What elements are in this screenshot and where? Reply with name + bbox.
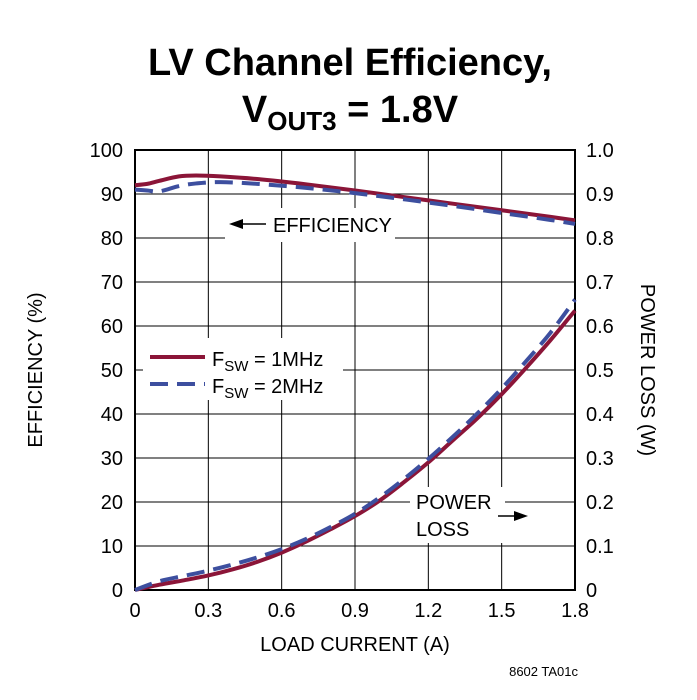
legend-2-sub: SW — [224, 385, 249, 402]
legend-1-main: F — [212, 349, 224, 371]
x-tick-label: 0.3 — [194, 600, 222, 622]
series-group — [134, 173, 577, 592]
y-left-tick-label: 20 — [101, 492, 123, 514]
chart-title-line1: LV Channel Efficiency, — [148, 42, 552, 84]
legend-2-rest: = 2MHz — [248, 376, 323, 398]
chart-title-line2: VOUT3 = 1.8V — [242, 89, 459, 136]
y-right-tick-label: 0.9 — [586, 184, 614, 206]
legend-bg — [143, 338, 343, 400]
y-right-tick-label: 0.2 — [586, 492, 614, 514]
y-left-tick-label: 30 — [101, 448, 123, 470]
y-left-axis-title: EFFICIENCY (%) — [25, 292, 47, 447]
y-left-tick-label: 90 — [101, 184, 123, 206]
power-loss-label-1: POWER — [416, 492, 492, 514]
title-v: V — [242, 89, 268, 131]
y-left-tick-label: 80 — [101, 228, 123, 250]
series-line-efficiency-1mhz — [134, 173, 576, 223]
power-loss-arrow-head — [514, 511, 528, 521]
x-axis-ticks: 0 0.3 0.6 0.9 1.2 1.5 1.8 — [129, 600, 588, 622]
legend-2-main: F — [212, 376, 224, 398]
x-axis-title: LOAD CURRENT (A) — [260, 634, 450, 656]
legend-1-rest: = 1MHz — [248, 349, 323, 371]
y-left-axis-ticks: 0 10 20 30 40 50 60 70 80 90 100 — [90, 140, 123, 602]
plot-frame — [134, 149, 576, 591]
efficiency-annotation: EFFICIENCY — [225, 208, 395, 242]
y-right-tick-label: 0 — [586, 580, 597, 602]
title-rest: = 1.8V — [337, 89, 459, 131]
efficiency-annotation-label: EFFICIENCY — [273, 215, 392, 237]
efficiency-annotation-bg — [225, 208, 395, 242]
x-tick-label: 1.5 — [488, 600, 516, 622]
x-tick-label: 1.2 — [414, 600, 442, 622]
y-right-tick-label: 0.5 — [586, 360, 614, 382]
x-tick-label: 0.6 — [268, 600, 296, 622]
y-right-axis-title: POWER LOSS (W) — [636, 284, 658, 456]
y-left-tick-label: 60 — [101, 316, 123, 338]
title-sub: OUT3 — [267, 106, 336, 136]
y-left-tick-label: 70 — [101, 272, 123, 294]
legend: FSW = 1MHz FSW = 2MHz — [143, 338, 343, 402]
legend-label-1mhz: FSW = 1MHz — [212, 349, 323, 375]
series-line-efficiency-2mhz — [134, 180, 576, 226]
y-left-tick-label: 0 — [112, 580, 123, 602]
legend-1-sub: SW — [224, 358, 249, 375]
y-left-tick-label: 10 — [101, 536, 123, 558]
y-right-tick-label: 0.7 — [586, 272, 614, 294]
y-right-tick-label: 0.1 — [586, 536, 614, 558]
power-loss-annotation-bg — [410, 487, 505, 543]
y-right-axis-ticks: 0 0.1 0.2 0.3 0.4 0.5 0.6 0.7 0.8 0.9 1.0 — [586, 140, 614, 602]
x-tick-label: 0 — [129, 600, 140, 622]
y-left-tick-label: 50 — [101, 360, 123, 382]
legend-label-2mhz: FSW = 2MHz — [212, 376, 323, 402]
y-right-tick-label: 0.4 — [586, 404, 614, 426]
y-left-tick-label: 40 — [101, 404, 123, 426]
y-right-tick-label: 1.0 — [586, 140, 614, 162]
series-line-power-loss-2mhz — [134, 298, 577, 592]
x-tick-label: 1.8 — [561, 600, 589, 622]
y-right-tick-label: 0.3 — [586, 448, 614, 470]
y-right-tick-label: 0.6 — [586, 316, 614, 338]
power-loss-label-2: LOSS — [416, 519, 469, 541]
figure-code: 8602 TA01c — [509, 664, 578, 679]
x-tick-label: 0.9 — [341, 600, 369, 622]
power-loss-annotation: POWER LOSS — [410, 487, 528, 543]
y-left-tick-label: 100 — [90, 140, 123, 162]
y-right-tick-label: 0.8 — [586, 228, 614, 250]
efficiency-arrow-head — [229, 219, 243, 229]
